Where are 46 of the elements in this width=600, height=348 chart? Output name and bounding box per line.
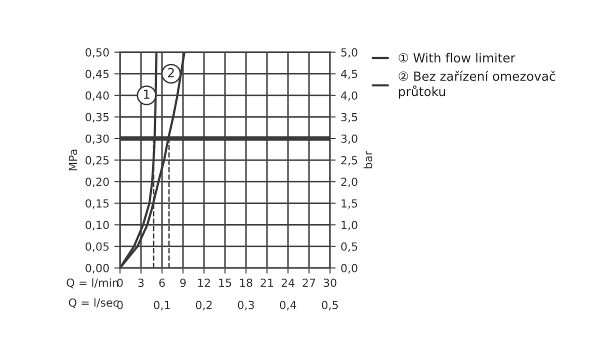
x-tick-label: 9 — [180, 278, 186, 287]
y2-tick-label: 5,0 — [341, 48, 358, 58]
x2-tick-label: 0,2 — [196, 300, 212, 310]
x-tick-label: 6 — [159, 278, 165, 287]
y2-axis-title: bar — [364, 150, 372, 168]
y2-tick-label: 4,5 — [340, 70, 358, 80]
y2-tick-label: 2,5 — [341, 156, 358, 166]
annotation: 2 — [168, 68, 174, 78]
y2-tick-label: 3,5 — [341, 112, 358, 122]
x2-tick-label: 0,1 — [154, 300, 170, 310]
x-tick-label: 27 — [302, 278, 316, 287]
x-axis-title: Q = l/min — [66, 278, 118, 288]
y-tick-label: 0,15 — [86, 199, 109, 209]
y-tick-label: 0,40 — [86, 91, 109, 101]
y-tick-label: 0,45 — [86, 70, 109, 80]
x-tick-label: 30 — [324, 278, 336, 287]
y-axis-title: MPa — [68, 150, 78, 170]
y2-tick-label: 3,0 — [341, 134, 358, 144]
x2-tick-label: 0,5 — [322, 300, 338, 310]
y-tick-label: 0,20 — [86, 178, 109, 188]
y2-tick-label: 0,0 — [341, 264, 358, 274]
x-tick-label: 24 — [282, 278, 294, 287]
x-tick-label: 12 — [198, 278, 210, 287]
x-tick-label: 18 — [240, 278, 252, 287]
y2-tick-label: 1,0 — [342, 220, 358, 230]
x2-tick-label: 0,4 — [280, 300, 296, 310]
x2-tick-label: 0,3 — [238, 300, 254, 310]
y-tick-label: 0,30 — [86, 134, 109, 144]
y-tick-label: 0,25 — [86, 156, 109, 166]
x-tick-label: 3 — [138, 278, 144, 287]
y-tick-label: 0,05 — [86, 242, 109, 252]
y2-tick-label: 2,0 — [341, 178, 358, 188]
legend-label: ① With flow limiter — [398, 52, 516, 63]
y-tick-label: 0,35 — [86, 112, 109, 122]
y2-tick-label: 0,5 — [341, 242, 358, 252]
y-tick-label: 0,50 — [86, 48, 109, 58]
y-tick-label: 0,10 — [86, 220, 109, 230]
legend-label: ② Bez zařízení omezovač průtoku — [398, 70, 556, 99]
x-tick-label: 21 — [260, 278, 274, 287]
y2-tick-label: 4,0 — [340, 91, 358, 101]
x2-axis-title: Q = l/sec — [68, 298, 118, 308]
x2-tick-label: 0 — [117, 300, 123, 310]
y2-tick-label: 1,5 — [342, 199, 358, 209]
y-tick-label: 0,00 — [86, 264, 109, 274]
x-tick-label: 15 — [219, 278, 232, 287]
annotation: 1 — [144, 90, 150, 99]
